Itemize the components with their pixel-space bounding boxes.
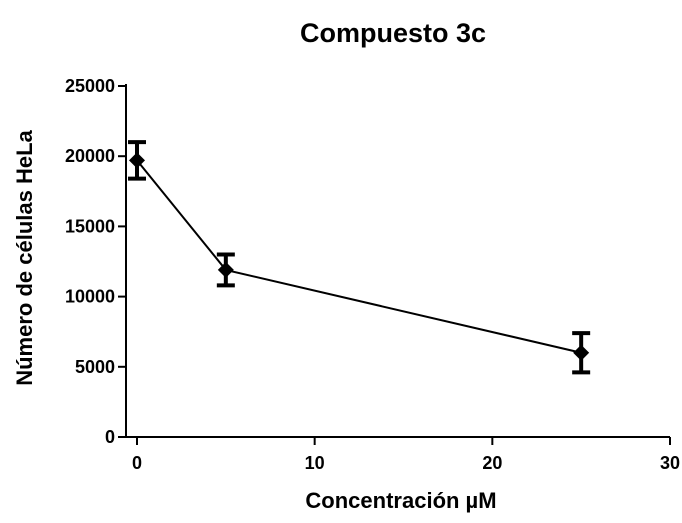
y-tick-label: 25000 [65, 76, 115, 96]
x-axis-title: Concentración µM [305, 488, 496, 513]
y-tick-label: 10000 [65, 287, 115, 307]
x-tick-label: 20 [482, 453, 502, 473]
chart-title: Compuesto 3c [300, 18, 486, 48]
data-point [129, 152, 145, 169]
y-ticks: 0 5000 10000 15000 20000 25000 [65, 76, 126, 447]
x-tick-label: 30 [660, 453, 680, 473]
y-tick-label: 5000 [75, 357, 115, 377]
data-point [217, 261, 234, 278]
x-tick-label: 0 [132, 453, 142, 473]
y-axis-title: Número de células HeLa [12, 129, 37, 385]
y-tick-label: 15000 [65, 216, 115, 236]
data-point [573, 344, 590, 361]
y-tick-label: 20000 [65, 146, 115, 166]
x-ticks: 0 10 20 30 [132, 437, 680, 473]
data-series [128, 140, 591, 375]
y-tick-label: 0 [105, 427, 115, 447]
series-line [136, 159, 582, 354]
x-tick-label: 10 [305, 453, 325, 473]
